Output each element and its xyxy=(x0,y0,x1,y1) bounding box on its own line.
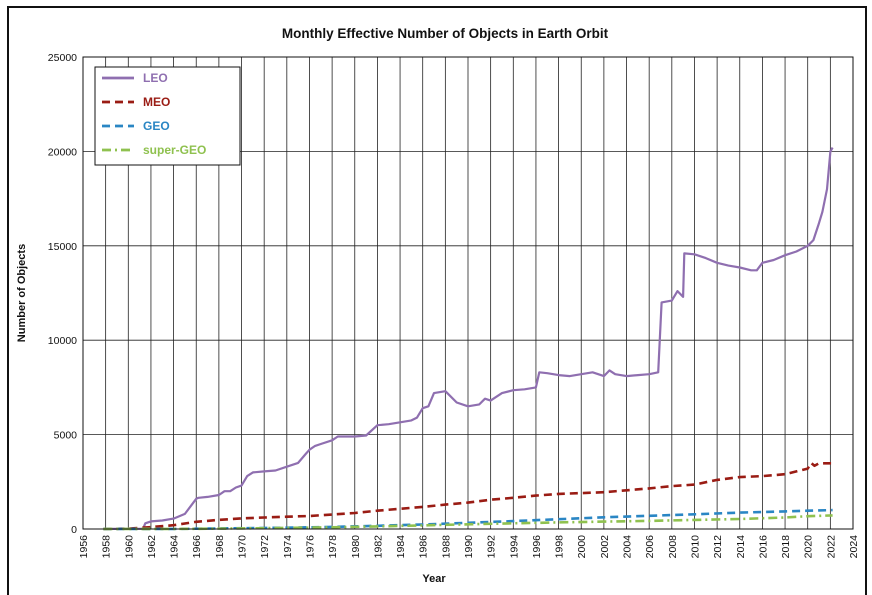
series-line-geo xyxy=(103,508,833,531)
legend-label-geo: GEO xyxy=(143,119,170,133)
y-axis-label: Number of Objects xyxy=(16,244,28,342)
x-axis-label: Year xyxy=(422,573,446,585)
x-tick-label: 1968 xyxy=(214,535,226,559)
y-tick-label: 15000 xyxy=(48,241,77,253)
x-tick-label: 1966 xyxy=(191,535,203,559)
y-tick-label: 25000 xyxy=(48,52,77,64)
x-tick-label: 1972 xyxy=(259,535,271,559)
x-tick-label: 1970 xyxy=(237,535,249,559)
x-tick-label: 2018 xyxy=(780,535,792,559)
x-tick-label: 1974 xyxy=(282,535,294,559)
x-tick-label: 2024 xyxy=(848,535,860,559)
x-tick-label: 1996 xyxy=(531,535,543,559)
x-tick-label: 1964 xyxy=(169,535,181,559)
x-tick-label: 2008 xyxy=(667,535,679,559)
chart-frame xyxy=(7,6,867,595)
y-tick-label: 0 xyxy=(71,524,77,536)
x-tick-label: 2002 xyxy=(599,535,611,559)
x-tick-label: 2012 xyxy=(712,535,724,559)
plot-border xyxy=(82,56,854,530)
x-tick-label: 1980 xyxy=(350,535,362,559)
series-line-leo xyxy=(103,147,834,531)
legend: LEO MEO GEO super-GEO xyxy=(94,66,241,166)
chart-title: Monthly Effective Number of Objects in E… xyxy=(282,26,609,41)
series-line-super-geo xyxy=(103,514,833,531)
x-tick-label: 2010 xyxy=(689,535,701,559)
x-tick-label: 2014 xyxy=(735,535,747,559)
x-tick-label: 1956 xyxy=(78,535,90,559)
legend-label-super-geo: super-GEO xyxy=(143,143,206,157)
y-tick-labels: 0 5000 10000 15000 20000 25000 xyxy=(48,52,77,536)
legend-box xyxy=(94,66,241,166)
x-tick-label: 2022 xyxy=(825,535,837,559)
x-tick-label: 1960 xyxy=(123,535,135,559)
y-tick-label: 5000 xyxy=(54,430,78,442)
x-tick-labels: 1956 1958 1960 1962 1964 1966 1968 1970 1972 1974… xyxy=(78,535,860,559)
x-tick-label: 2016 xyxy=(757,535,769,559)
x-tick-label: 1982 xyxy=(372,535,384,559)
y-tick-label: 10000 xyxy=(48,335,77,347)
x-tick-label: 2004 xyxy=(622,535,634,559)
y-tick-label: 20000 xyxy=(48,146,77,158)
series-layer xyxy=(103,147,834,531)
legend-label-meo: MEO xyxy=(143,95,170,109)
x-tick-label: 1998 xyxy=(554,535,566,559)
x-tick-label: 1958 xyxy=(101,535,113,559)
x-tick-label: 1978 xyxy=(327,535,339,559)
series-line-meo xyxy=(103,461,833,531)
x-tick-label: 2000 xyxy=(576,535,588,559)
x-tick-label: 2020 xyxy=(803,535,815,559)
x-tick-label: 1976 xyxy=(304,535,316,559)
x-tick-label: 1992 xyxy=(486,535,498,559)
x-tick-label: 1988 xyxy=(440,535,452,559)
x-tick-label: 1984 xyxy=(395,535,407,559)
x-tick-label: 1962 xyxy=(146,535,158,559)
legend-label-leo: LEO xyxy=(143,71,168,85)
x-tick-label: 1986 xyxy=(418,535,430,559)
x-tick-label: 2006 xyxy=(644,535,656,559)
x-tick-label: 1990 xyxy=(463,535,475,559)
x-tick-label: 1994 xyxy=(508,535,520,559)
